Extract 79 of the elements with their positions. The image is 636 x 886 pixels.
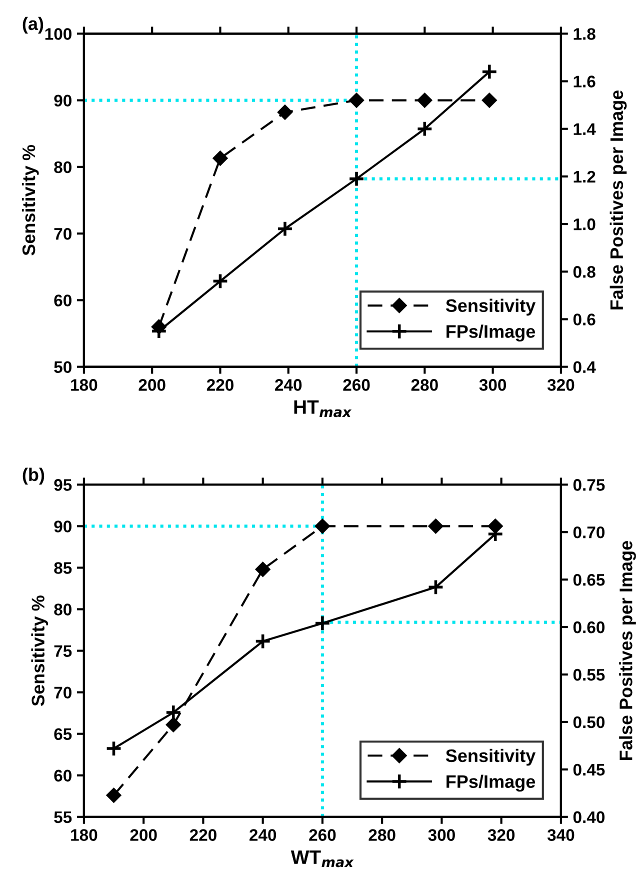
y-tick-label: 60: [54, 770, 72, 782]
y2-tick-label: 0.65: [573, 574, 605, 586]
y2-tick-label: 0.8: [573, 266, 596, 278]
y-tick-label: 70: [54, 228, 72, 240]
x-tick-label: 220: [206, 379, 234, 391]
y2-tick-label: 0.4: [573, 361, 596, 374]
point: [314, 614, 331, 632]
x-tick-label: 300: [428, 829, 455, 841]
x-tick-label: 260: [343, 379, 370, 391]
y2-tick-label: 1.4: [574, 123, 596, 135]
y-axis-title: Sensitivity %: [22, 145, 39, 256]
y-tick-label: 50: [54, 361, 72, 374]
x-tick-label: 240: [275, 379, 302, 391]
y2-tick-label: 1.0: [574, 218, 596, 230]
point: [106, 788, 122, 803]
x-tick-label: 240: [250, 829, 276, 841]
x-tick-label: 280: [368, 829, 396, 841]
x-tick-label: 180: [71, 829, 98, 841]
y2-axis-title: False Positives per Image: [610, 90, 627, 310]
chart-title: (b): [22, 468, 44, 485]
y2-tick-label: 1.6: [574, 76, 596, 88]
point: [105, 740, 122, 757]
point: [348, 92, 364, 108]
y2-tick-label: 0.60: [573, 621, 605, 634]
y-tick-label: 55: [54, 811, 72, 824]
legend-label: FPs/Image: [446, 324, 536, 342]
point: [166, 717, 181, 732]
x-tick-label: 320: [488, 829, 515, 841]
x-tick-label: 180: [71, 379, 98, 391]
point: [427, 578, 444, 596]
point: [348, 170, 365, 188]
y2-tick-label: 1.8: [574, 28, 596, 40]
legend-label: FPs/Image: [446, 774, 536, 792]
point: [314, 518, 330, 534]
legend-label: Sensitivity: [446, 748, 536, 766]
x-tick-label: 340: [547, 829, 574, 841]
y-tick-label: 100: [45, 28, 72, 40]
y2-tick-label: 0.6: [573, 314, 596, 326]
point: [482, 92, 497, 108]
point: [417, 92, 432, 108]
point: [276, 220, 294, 238]
y2-tick-label: 0.55: [573, 668, 605, 681]
y2-tick-label: 0.40: [573, 811, 605, 824]
y2-tick-label: 0.50: [573, 716, 605, 728]
y-tick-label: 80: [54, 604, 72, 616]
x-tick-label: 320: [547, 379, 574, 391]
y-tick-label: 90: [54, 94, 72, 106]
x-tick-label: 280: [411, 379, 438, 391]
x-tick-label: 200: [138, 379, 166, 391]
x-tick-label: 200: [130, 829, 157, 841]
x-tick-label: 220: [190, 829, 216, 841]
y-tick-label: 60: [54, 294, 72, 306]
point: [212, 150, 228, 166]
point: [254, 632, 272, 650]
y2-tick-label: 1.2: [574, 170, 596, 182]
y-tick-label: 65: [54, 728, 72, 740]
point: [416, 120, 433, 138]
y-tick-label: 95: [54, 479, 72, 491]
legend-label: Sensitivity: [446, 298, 536, 316]
x-tick-label: 260: [309, 829, 336, 841]
y-tick-label: 75: [54, 645, 72, 657]
y2-tick-label: 0.70: [573, 526, 605, 538]
y2-tick-label: 0.75: [573, 479, 605, 491]
point: [212, 272, 229, 290]
y2-tick-label: 0.45: [573, 764, 605, 776]
point: [481, 63, 498, 80]
y-tick-label: 90: [54, 520, 72, 532]
point: [255, 562, 270, 577]
chart-title: (a): [22, 16, 44, 34]
y2-axis-title: False Positives per Image: [619, 540, 636, 760]
point: [428, 518, 444, 534]
x-axis-title: HT$_{max}$: [294, 400, 352, 418]
y-axis-title: Sensitivity %: [31, 596, 48, 706]
y-tick-label: 80: [54, 161, 72, 174]
y-tick-label: 85: [54, 562, 72, 574]
x-axis-title: WT$_{max}$: [290, 850, 354, 868]
y-tick-label: 70: [54, 686, 72, 698]
point: [277, 104, 293, 120]
x-tick-label: 300: [479, 379, 506, 391]
